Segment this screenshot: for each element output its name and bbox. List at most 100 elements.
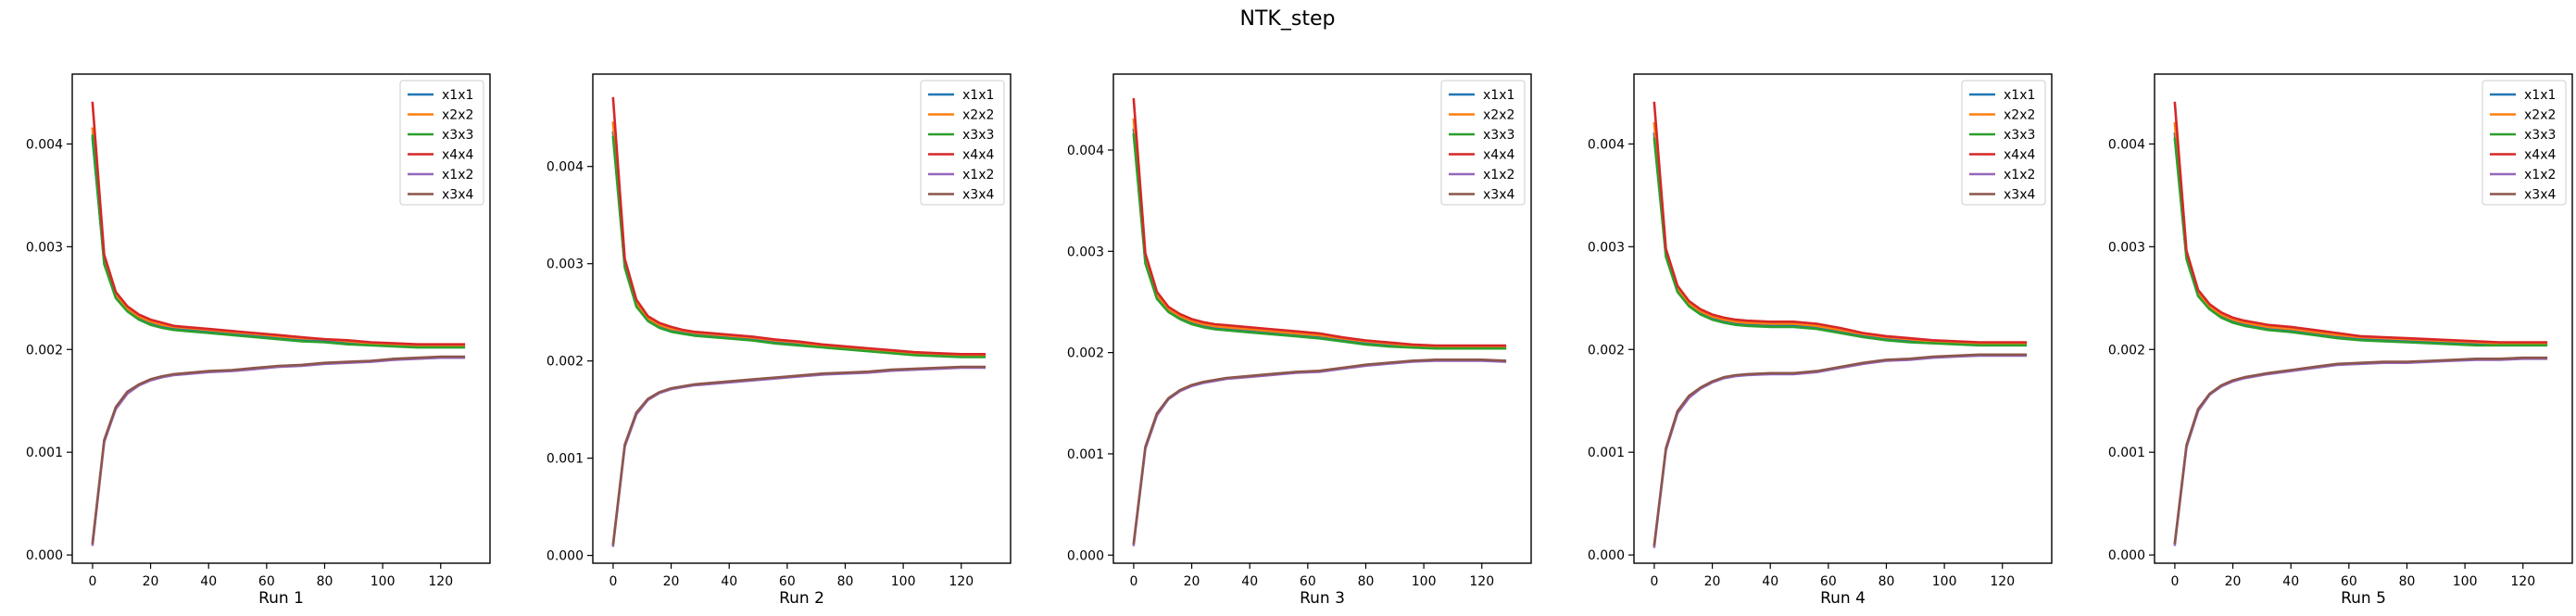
y-tick-label: 0.002 [26,343,63,358]
x-axis-label: Run 4 [1820,589,1866,608]
figure-title: NTK_step [1240,7,1336,31]
y-tick-label: 0.000 [26,548,63,563]
x-tick-label: 80 [837,574,854,589]
y-tick-label: 0.001 [1067,447,1104,462]
x-tick-label: 60 [258,574,275,589]
legend: x1x1 x2x2 x3x3 x4x4 x1x2 x3x4 [399,80,484,206]
legend-label-x1x2: x1x2 [2524,168,2556,182]
y-tick-label: 0.003 [547,258,584,272]
legend-label-x2x2: x2x2 [1483,108,1514,123]
y-tick-label: 0.001 [2108,446,2145,460]
y-tick-label: 0.002 [1588,343,1625,358]
x-tick-label: 120 [1990,574,2015,589]
subplots: 0 20 40 60 80 100 120 0.000 0.001 0.002 0.003 0.004… [26,73,2573,608]
series-line-x3x4 [1652,353,2028,547]
series-line-x3x3 [1132,133,1507,350]
legend-label-x3x4: x3x4 [2524,188,2556,203]
y-tick-label: 0.000 [547,549,584,564]
legend-label-x2x2: x2x2 [2004,108,2035,123]
legend-label-x3x3: x3x3 [2524,128,2556,143]
legend-label-x4x4: x4x4 [2004,148,2035,163]
legend-label-x1x1: x1x1 [442,88,473,103]
axes-frame [71,73,491,564]
y-tick-label: 0.002 [547,355,584,370]
y-tick-label: 0.004 [547,160,584,175]
legend-label-x1x1: x1x1 [2004,88,2035,103]
subplot-2: 0 20 40 60 80 100 120 0.000 0.001 0.002 0.003 0.004… [547,73,1012,608]
legend-label-x3x4: x3x4 [1483,188,1514,203]
subplot-3: 0 20 40 60 80 100 120 0.000 0.001 0.002 0.003 0.004… [1067,73,1532,608]
legend-label-x3x3: x3x3 [442,128,473,143]
series-line-x4x4 [91,101,466,346]
x-tick-label: 20 [1704,574,1721,589]
y-tick-label: 0.000 [1067,548,1104,563]
subplot-5: 0 20 40 60 80 100 120 0.000 0.001 0.002 0.003 0.004… [2108,73,2573,608]
x-tick-label: 20 [1184,574,1200,589]
x-tick-label: 0 [609,574,617,589]
y-tick-label: 0.002 [1067,346,1104,361]
y-tick-label: 0.001 [1588,446,1625,460]
series-line-x3x4 [91,355,466,545]
x-tick-label: 80 [2399,574,2416,589]
legend: x1x1 x2x2 x3x3 x4x4 x1x2 x3x4 [920,80,1005,206]
series-line-x3x3 [91,134,466,349]
legend-label-x2x2: x2x2 [962,108,994,123]
y-tick-label: 0.001 [26,446,63,460]
legend-label-x2x2: x2x2 [442,108,473,123]
subplot-4: 0 20 40 60 80 100 120 0.000 0.001 0.002 0.003 0.004… [1588,73,2053,608]
x-tick-label: 120 [2510,574,2535,589]
axes-frame [2154,73,2573,564]
y-tick-label: 0.003 [1588,240,1625,255]
series-line-x3x4 [2173,356,2548,545]
x-tick-label: 80 [317,574,333,589]
y-tick-label: 0.002 [2108,343,2145,358]
x-axis-label: Run 3 [1300,589,1345,608]
series-line-x3x4 [611,365,986,546]
x-tick-label: 40 [1241,574,1258,589]
x-tick-label: 100 [1412,574,1437,589]
x-tick-label: 100 [2453,574,2478,589]
x-tick-label: 0 [2170,574,2179,589]
series-line-x3x4 [1132,358,1507,545]
y-tick-label: 0.004 [2108,137,2145,152]
legend-label-x3x3: x3x3 [1483,128,1514,143]
y-tick-label: 0.003 [1067,245,1104,259]
x-tick-label: 100 [891,574,916,589]
x-tick-label: 120 [949,574,974,589]
x-tick-label: 80 [1879,574,1895,589]
legend-label-x1x2: x1x2 [442,168,473,182]
x-tick-label: 0 [88,574,96,589]
series-line-x4x4 [1652,101,2028,344]
legend-label-x1x2: x1x2 [2004,168,2035,182]
legend-label-x2x2: x2x2 [2524,108,2556,123]
x-tick-label: 40 [721,574,737,589]
legend-label-x3x3: x3x3 [2004,128,2035,143]
x-tick-label: 20 [663,574,680,589]
x-axis-label: Run 5 [2341,589,2386,608]
series-line-x4x4 [2173,101,2548,344]
series-line-x3x3 [2173,137,2548,347]
y-tick-label: 0.004 [26,137,63,152]
series-lines [611,96,986,547]
x-tick-label: 60 [779,574,796,589]
series-line-x1x2 [1132,359,1507,547]
axes-frame [1112,73,1532,564]
x-tick-label: 20 [143,574,159,589]
legend: x1x1 x2x2 x3x3 x4x4 x1x2 x3x4 [1440,80,1526,206]
legend-label-x4x4: x4x4 [442,148,473,163]
axes-frame [1633,73,2053,564]
legend-label-x4x4: x4x4 [1483,148,1514,163]
legend-label-x1x2: x1x2 [1483,168,1514,182]
y-tick-label: 0.004 [1067,144,1104,158]
series-lines [2173,101,2548,547]
series-line-x3x3 [611,135,986,358]
x-axis-label: Run 1 [258,589,304,608]
y-tick-label: 0.000 [1588,548,1625,563]
x-tick-label: 0 [1129,574,1137,589]
legend-label-x1x2: x1x2 [962,168,994,182]
x-tick-label: 40 [2282,574,2299,589]
series-lines [91,101,466,547]
series-lines [1652,101,2028,548]
legend-label-x3x4: x3x4 [442,188,473,203]
